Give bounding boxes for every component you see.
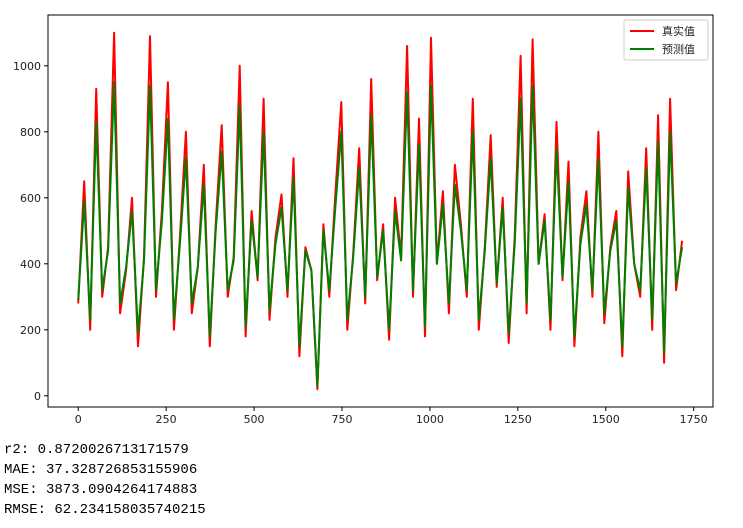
y-tick-label: 800 (20, 126, 41, 139)
metric-line: r2: 0.8720026713171579 (4, 442, 189, 458)
x-tick-label: 250 (156, 413, 177, 426)
x-tick-label: 0 (75, 413, 82, 426)
y-tick-label: 600 (20, 192, 41, 205)
y-tick-label: 200 (20, 324, 41, 337)
legend-label: 预测值 (662, 43, 695, 56)
y-tick-label: 0 (34, 390, 41, 403)
chart: 0 250 500 750 1000 1250 1500 1750 0 200 400 600 800 1… (13, 14, 714, 426)
x-tick-label: 1000 (416, 413, 444, 426)
series-line (77, 81, 684, 387)
metric-line: RMSE: 62.234158035740215 (4, 502, 206, 518)
x-tick-label: 750 (331, 413, 352, 426)
plot-border (47, 14, 714, 408)
plot-area (48, 15, 713, 407)
metric-line: MAE: 37.328726853155906 (4, 462, 198, 478)
x-tick-label: 1500 (592, 413, 620, 426)
legend-label: 真实值 (662, 24, 695, 38)
x-tick-label: 1250 (504, 413, 532, 426)
y-tick-label: 1000 (13, 60, 41, 73)
metric-line: MSE: 3873.0904264174883 (4, 482, 198, 498)
y-tick-label: 400 (20, 258, 41, 271)
x-tick-label: 500 (244, 413, 265, 426)
metrics: r2: 0.8720026713171579 MAE: 37.3287268531… (4, 440, 206, 520)
x-tick-label: 1750 (680, 413, 708, 426)
